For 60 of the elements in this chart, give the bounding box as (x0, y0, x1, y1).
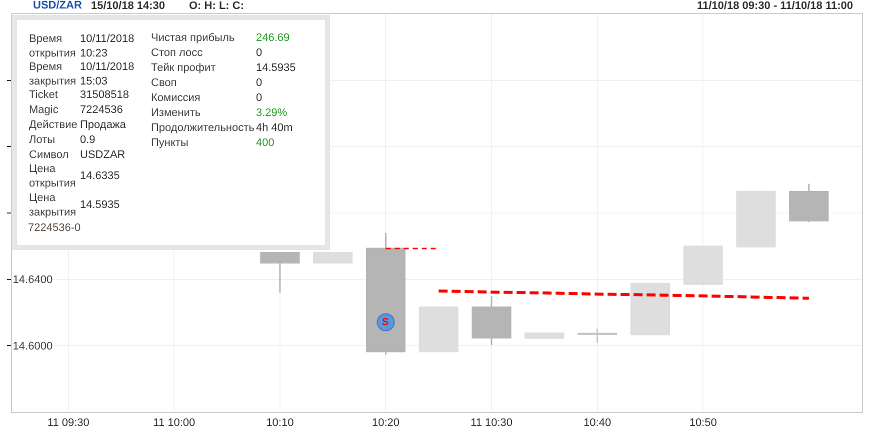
category-label: Комиссия (151, 92, 200, 104)
text: Продажа (80, 119, 126, 131)
text: 11/10/18 09:30 - 11/10/18 11:00 (697, 0, 853, 12)
category-label: Ticket (29, 89, 58, 101)
x-tick-label: 11 10:30 (470, 417, 513, 430)
chart-title: USD/ZAR (33, 0, 82, 12)
category-label: Magic (29, 104, 59, 116)
category-label: Лоты (29, 134, 56, 146)
candlestick (736, 191, 776, 248)
x-tick-label: 10:20 (372, 417, 400, 430)
text: USDZAR (80, 149, 126, 161)
category-label: Тейк профит (151, 62, 216, 74)
annotation: S (382, 317, 389, 328)
category-label: Чистая прибыль (151, 32, 235, 44)
category-label: Время открытия (29, 33, 76, 60)
text: 3.29% (256, 107, 288, 119)
candlestick (524, 332, 564, 339)
text: 31508518 (80, 89, 129, 101)
text: 246.69 (256, 32, 290, 44)
text: 14.5935 (80, 199, 120, 211)
text: 15/10/18 14:30 (91, 0, 166, 12)
category-label: Продолжительность (151, 122, 255, 134)
x-tick-label: 11 10:00 (153, 417, 196, 430)
text: 10/11/2018 10:23 (80, 33, 134, 60)
category-label: Стоп лосс (151, 47, 204, 59)
annotation: 7224536-0 (28, 222, 81, 234)
category-label: Действие (29, 119, 78, 131)
x-tick-label: 10:10 (266, 417, 294, 430)
y-tick-label: 14.6400 (12, 274, 53, 286)
candlestick (418, 306, 458, 352)
x-tick-label: 11 09:30 (47, 417, 90, 430)
candlestick (789, 183, 829, 224)
x-tick-label: 10:50 (689, 417, 717, 430)
candlestick (313, 252, 353, 264)
candlestick (260, 252, 300, 294)
category-label: Цена открытия (29, 163, 76, 190)
text: 7224536 (80, 104, 123, 116)
category-label: Пункты (151, 137, 188, 149)
text: 0 (256, 47, 262, 59)
candlestick (366, 232, 406, 356)
text: 0 (256, 77, 262, 89)
text: 0.9 (80, 134, 96, 146)
category-label: Своп (151, 77, 177, 89)
text: 400 (256, 137, 274, 149)
candlestick (630, 283, 670, 336)
line-series (437, 289, 810, 300)
category-label: Символ (29, 149, 69, 161)
text: 10/11/2018 15:03 (80, 61, 134, 88)
text: 14.5935 (256, 62, 296, 74)
text: 4h 40m (256, 122, 293, 134)
y-tick-label: 14.6000 (12, 340, 53, 353)
category-label: Изменить (151, 107, 201, 119)
text: 14.6335 (80, 170, 120, 182)
category-label: Цена закрытия (29, 192, 76, 218)
text: O: H: L: C: (189, 0, 244, 12)
candlestick (472, 295, 512, 346)
category-label: Время закрытия (29, 61, 76, 88)
x-tick-label: 10:40 (584, 417, 612, 430)
text: 0 (256, 92, 262, 104)
candlestick (683, 246, 723, 285)
